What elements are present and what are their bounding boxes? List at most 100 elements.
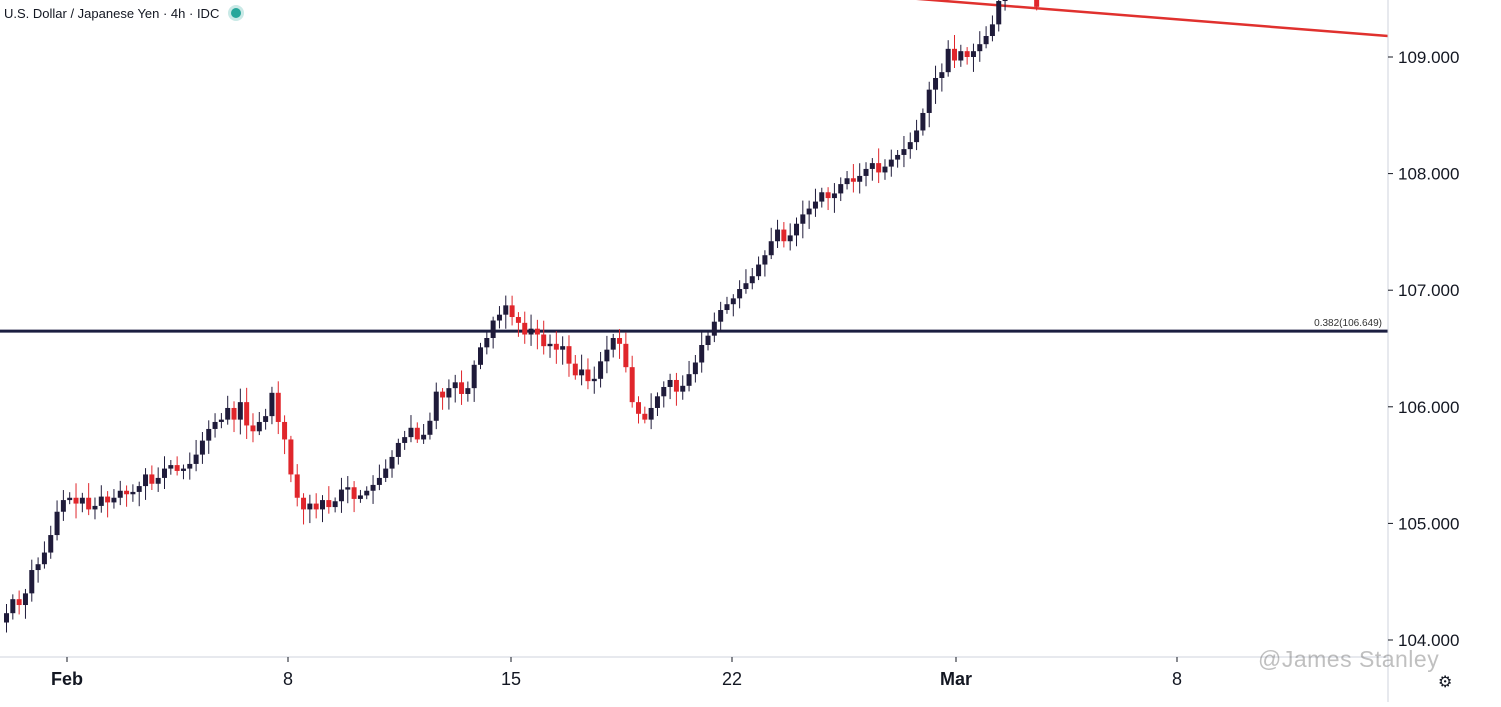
candle-body <box>654 396 660 408</box>
candle-body <box>326 500 332 508</box>
candle-body <box>591 378 597 382</box>
x-tick-label: 8 <box>1172 669 1182 689</box>
candle-body <box>857 175 863 182</box>
candle-body <box>155 477 161 484</box>
candle-body <box>901 149 907 155</box>
candle-body <box>237 402 243 420</box>
candle-body <box>231 407 237 420</box>
candle-body <box>762 255 768 265</box>
candle-body <box>73 497 79 504</box>
candle-body <box>711 321 717 336</box>
candle-body <box>952 48 957 61</box>
candle-body <box>983 36 989 45</box>
candle-body <box>730 298 736 305</box>
candle-body <box>553 343 559 350</box>
candle-body <box>572 363 578 376</box>
candle-body <box>800 214 806 224</box>
candle-body <box>187 463 193 469</box>
candle-body <box>692 362 698 375</box>
candle-body <box>269 392 275 417</box>
y-tick-label: 104.000 <box>1398 631 1459 650</box>
x-tick-label: Mar <box>940 669 972 689</box>
candle-body <box>718 310 724 322</box>
candle-body <box>364 490 370 496</box>
candle-body <box>838 184 844 194</box>
x-tick-label: Feb <box>51 669 83 689</box>
candle-body <box>218 419 224 422</box>
candle-body <box>648 407 654 420</box>
candle-body <box>452 382 458 389</box>
candle-body <box>869 163 875 169</box>
candle-body <box>79 497 85 504</box>
candle-body <box>812 201 818 209</box>
candle-body <box>421 434 427 440</box>
candle-body <box>459 382 465 394</box>
candles-layer <box>4 0 1040 633</box>
candle-body <box>446 388 452 398</box>
candle-body <box>130 491 136 495</box>
candle-body <box>787 235 793 242</box>
candle-body <box>490 320 496 339</box>
candle-body <box>895 154 901 160</box>
resistance-trendline-layer <box>0 0 1389 38</box>
candle-body <box>263 416 269 422</box>
candle-body <box>598 361 604 379</box>
x-tick-label: 22 <box>722 669 742 689</box>
candle-body <box>4 613 9 623</box>
candle-body <box>617 338 623 344</box>
candle-body <box>117 490 123 498</box>
candle-body <box>945 48 951 73</box>
candle-body <box>465 388 471 394</box>
candle-body <box>478 347 483 365</box>
candle-body <box>1034 0 1040 7</box>
candle-body <box>610 338 616 350</box>
axes-layer: 104.000 105.000 106.000 107.000 108.000 109.0… <box>0 0 1459 702</box>
candle-body <box>174 465 180 471</box>
candle-body <box>1002 0 1008 2</box>
candle-body <box>98 496 104 506</box>
x-tick-label: 15 <box>501 669 521 689</box>
candle-body <box>541 334 547 347</box>
candle-body <box>636 402 641 414</box>
candle-body <box>471 364 477 389</box>
candle-body <box>831 193 837 199</box>
candle-body <box>970 51 976 57</box>
candle-body <box>440 391 446 398</box>
chart-header: U.S. Dollar / Japanese Yen · 4h · IDC <box>4 4 248 22</box>
candle-body <box>686 374 692 386</box>
candle-body <box>48 535 54 553</box>
candle-body <box>882 166 888 173</box>
candle-body <box>180 468 186 471</box>
candle-body <box>256 421 262 432</box>
candle-body <box>35 564 41 571</box>
candle-body <box>534 328 540 335</box>
candle-body <box>794 223 799 236</box>
candle-body <box>288 439 294 475</box>
candle-body <box>844 178 850 185</box>
candle-body <box>775 229 781 242</box>
candle-body <box>212 421 218 429</box>
candle-body <box>408 427 414 438</box>
candle-body <box>244 402 250 426</box>
candle-body <box>680 385 686 392</box>
gear-icon[interactable]: ⚙ <box>1438 674 1453 691</box>
candle-body <box>10 599 16 614</box>
candle-body <box>54 511 60 536</box>
y-tick-label: 109.000 <box>1398 48 1459 67</box>
candle-body <box>515 317 521 323</box>
candle-body <box>376 477 382 485</box>
candle-body <box>427 420 433 435</box>
candle-body <box>496 314 502 321</box>
candle-body <box>642 413 648 420</box>
candle-body <box>484 338 490 348</box>
candle-body <box>724 304 730 311</box>
candle-body <box>705 335 711 346</box>
candle-body <box>149 474 155 484</box>
candle-body <box>522 322 528 335</box>
candle-body <box>743 283 749 290</box>
candle-body <box>162 468 167 478</box>
resistance-trendline[interactable] <box>0 0 1389 38</box>
candle-body <box>629 367 635 403</box>
candle-body <box>825 192 831 199</box>
